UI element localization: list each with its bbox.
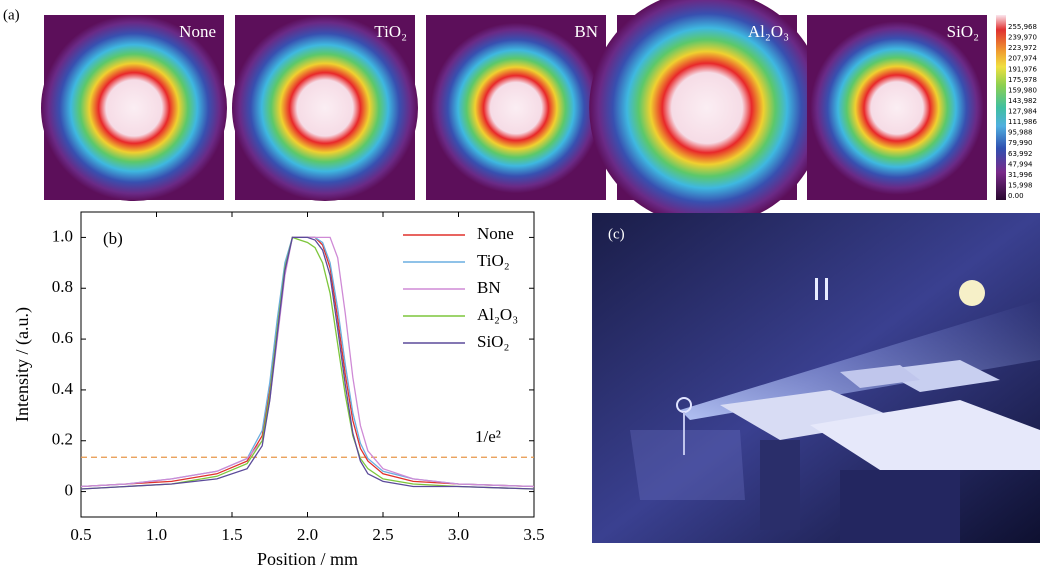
series-line: [81, 237, 534, 486]
colorbar-tick-label: 31,996: [1008, 171, 1033, 179]
heatmap-label: SiO₂: [947, 22, 979, 41]
beam-spot: [431, 23, 602, 194]
x-tick-label: 3.0: [448, 525, 469, 544]
colorbar-tick-label: 79,990: [1008, 139, 1033, 147]
colorbar-tick-label: 95,988: [1008, 129, 1033, 137]
colorbar-tick-label: 47,994: [1008, 160, 1033, 168]
heatmaps: None TiO₂ BN Al₂O₃ SiO₂: [41, 0, 987, 226]
beam-spot: [589, 0, 825, 226]
colorbar-tick-label: 239,970: [1008, 34, 1037, 42]
x-tick-label: 1.0: [146, 525, 167, 544]
y-tick-label: 0.8: [52, 277, 73, 296]
beam-spot: [810, 21, 984, 195]
colorbar-tick-label: 255,968: [1008, 23, 1037, 31]
y-tick-label: 1.0: [52, 226, 73, 245]
series-line: [81, 237, 534, 489]
series-line: [81, 237, 534, 486]
legend-label: None: [477, 224, 514, 243]
y-axis-label: Intensity / (a.u.): [12, 307, 33, 422]
panel-label: (c): [608, 226, 625, 242]
colorbar-tick-label: 143,982: [1008, 97, 1037, 105]
colorbar-tick-label: 111,986: [1008, 118, 1037, 126]
x-axis-label: Position / mm: [257, 549, 358, 569]
beam-spot: [232, 15, 418, 201]
y-tick-label: 0.6: [52, 328, 73, 347]
figure: (a) None TiO₂ BN Al₂O₃ SiO₂ (c) 0.5 1.0 1.5 2.0…: [0, 0, 1040, 573]
colorbar-tick-label: 0.00: [1008, 192, 1024, 200]
panel-label: (a): [3, 7, 20, 23]
colorbar-tick-label: 127,984: [1008, 108, 1037, 116]
x-tick-label: 1.5: [221, 525, 242, 544]
y-tick-label: 0.4: [52, 379, 74, 398]
colorbar-tick-label: 175,978: [1008, 76, 1037, 84]
legend-label: BN: [477, 278, 501, 297]
heatmap-label: TiO₂: [374, 22, 407, 41]
x-tick-label: 3.5: [523, 525, 544, 544]
x-tick-label: 2.5: [372, 525, 393, 544]
legend-label: SiO₂: [477, 332, 509, 351]
colorbar-tick-label: 15,998: [1008, 181, 1033, 189]
y-tick-label: 0.2: [52, 430, 73, 449]
plot-frame: [81, 212, 534, 517]
series-line: [81, 237, 534, 486]
series-line: [81, 237, 534, 489]
x-tick-label: 0.5: [70, 525, 91, 544]
line-chart: 0.5 1.0 1.5 2.0 2.5 3.0 3.5 0 0.2 0.4 0.6 0.8 1.0 Pos…: [12, 212, 545, 569]
threshold-label: 1/e²: [475, 427, 501, 446]
y-tick-label: 0: [65, 480, 74, 499]
heatmap-label: None: [179, 22, 216, 41]
colorbar-tick-label: 207,974: [1008, 55, 1037, 63]
panel-label: (b): [103, 229, 123, 248]
colorbar-tick-label: 191,976: [1008, 65, 1037, 73]
photo: [592, 213, 1040, 543]
colorbar-tick-label: 223,972: [1008, 44, 1037, 52]
colorbar-tick-label: 63,992: [1008, 150, 1033, 158]
legend-label: Al₂O₃: [477, 305, 518, 324]
heatmap-label: BN: [574, 22, 598, 41]
legend-label: TiO₂: [477, 251, 510, 270]
colorbar-tick-label: 159,980: [1008, 86, 1037, 94]
colorbar: [996, 15, 1006, 200]
x-tick-label: 2.0: [297, 525, 318, 544]
beam-spot: [41, 15, 227, 201]
heatmap-label: Al₂O₃: [748, 22, 789, 41]
